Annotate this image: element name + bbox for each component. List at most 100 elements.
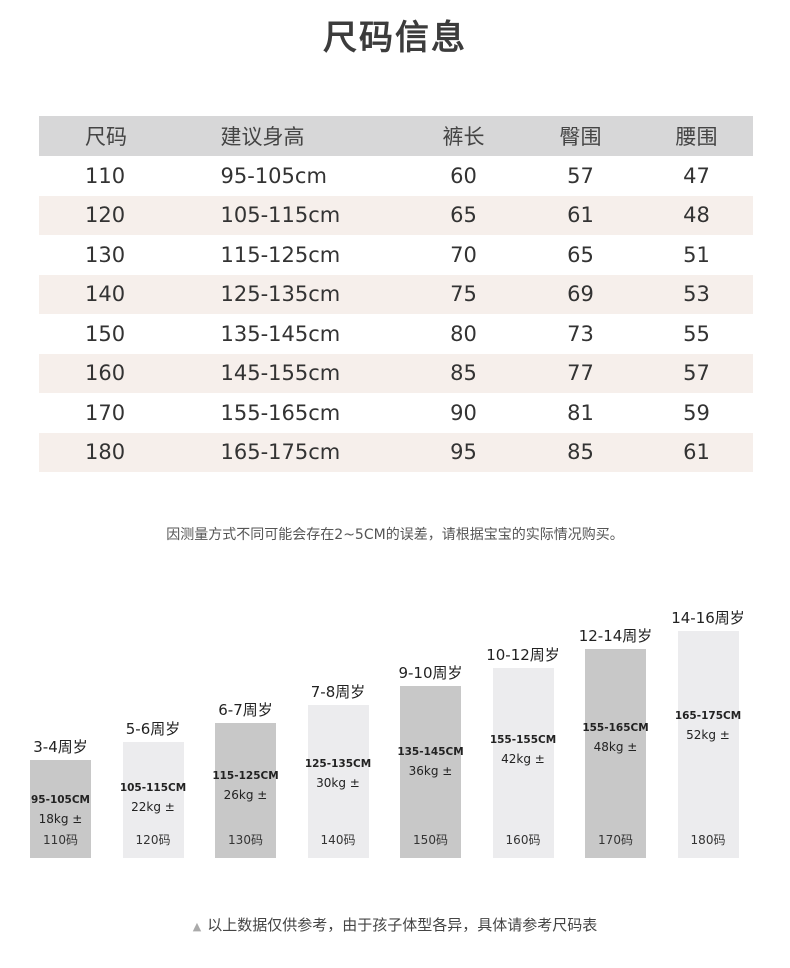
bar-height-label: 115-125CM [212, 770, 279, 783]
bar-weight-label: 22kg ± [131, 800, 175, 815]
bar-weight-label: 42kg ± [501, 752, 545, 767]
col-header-pants-length: 裤长 [406, 116, 522, 156]
table-row: 150 135-145cm 80 73 55 [39, 314, 753, 354]
cell-height: 155-165cm [220, 400, 341, 425]
table-row: 120 105-115cm 65 61 48 [39, 195, 753, 235]
cell-hip: 61 [521, 195, 641, 235]
bar-age-label: 9-10周岁 [398, 664, 463, 682]
cell-waist: 48 [640, 195, 753, 235]
size-age-chart: 95-105CM 18kg ± 110码 3-4周岁 105-115CM 22kg ± 12… [0, 580, 790, 870]
cell-hip: 69 [521, 274, 641, 314]
chart-bar: 95-105CM 18kg ± 110码 [30, 760, 91, 858]
cell-height: 145-155cm [220, 353, 407, 393]
cell-height: 115-125cm [220, 242, 341, 267]
bar-weight-label: 52kg ± [686, 728, 730, 743]
bar-weight-label: 26kg ± [223, 788, 268, 803]
size-table: 尺码 建议身高 裤长 臀围 腰围 110 95-105cm 60 57 47 120 105… [39, 116, 753, 472]
cell-hip: 85 [521, 432, 641, 472]
bar-weight-label: 36kg ± [408, 764, 453, 779]
chart-bar: 155-155CM 42kg ± 160码 [490, 667, 556, 858]
triangle-icon: ▲ [192, 920, 202, 933]
cell-waist: 57 [640, 353, 753, 393]
cell-size: 120 [39, 195, 221, 235]
bar-age-label: 6-7周岁 [218, 701, 273, 719]
cell-hip: 81 [567, 400, 594, 425]
col-header-height: 建议身高 [220, 116, 407, 156]
bar-height-label: 125-135CM [304, 758, 372, 771]
bar-weight-label: 48kg ± [593, 740, 638, 755]
cell-waist: 59 [683, 400, 710, 425]
chart-bar: 125-135CM 30kg ± 140码 [305, 704, 371, 858]
footer-note: ▲ 以上数据仅供参考，由于孩子体型各异，具体请参考尺码表 [0, 914, 790, 935]
cell-waist: 61 [640, 432, 753, 472]
cell-pants-length: 65 [406, 195, 522, 235]
page-title: 尺码信息 [323, 18, 467, 58]
cell-size: 140 [39, 274, 221, 314]
chart-bar: 115-125CM 26kg ± 130码 [212, 723, 279, 858]
footer-text: 以上数据仅供参考，由于孩子体型各异，具体请参考尺码表 [207, 916, 598, 934]
cell-pants-length: 70 [450, 242, 477, 267]
table-row: 110 95-105cm 60 57 47 [39, 156, 753, 196]
cell-pants-length: 75 [406, 274, 522, 314]
bar-size-label: 150码 [413, 833, 448, 847]
table-row: 180 165-175cm 95 85 61 [39, 432, 753, 472]
bar-weight-label: 30kg ± [316, 776, 360, 791]
table-row: 160 145-155cm 85 77 57 [39, 353, 753, 393]
bar-height-label: 165-175CM [674, 710, 742, 723]
bar-age-label: 10-12周岁 [486, 645, 560, 664]
bar-height-label: 95-105CM [30, 794, 91, 807]
cell-height: 135-145cm [220, 321, 341, 346]
bar-height-label: 155-165CM [582, 722, 649, 735]
cell-size: 130 [85, 242, 126, 267]
cell-waist: 55 [683, 321, 710, 346]
bar-height-label: 105-115CM [119, 782, 187, 795]
col-header-waist: 腰围 [640, 116, 753, 156]
bar-age-label: 3-4周岁 [33, 738, 88, 756]
bar-age-label: 7-8周岁 [310, 682, 366, 701]
col-header-size: 尺码 [39, 116, 221, 156]
bar-size-label: 130码 [228, 833, 263, 847]
cell-height: 95-105cm [220, 163, 327, 188]
cell-size: 160 [39, 353, 221, 393]
bar-size-label: 140码 [320, 833, 356, 847]
table-row: 140 125-135cm 75 69 53 [39, 274, 753, 314]
bar-size-label: 110码 [43, 833, 78, 847]
cell-waist: 51 [683, 242, 710, 267]
cell-pants-length: 90 [450, 400, 477, 425]
cell-size: 170 [85, 400, 126, 425]
cell-height: 165-175cm [220, 432, 407, 472]
cell-size: 110 [85, 163, 126, 188]
chart-bar: 105-115CM 22kg ± 120码 [120, 741, 186, 858]
bar-age-label: 14-16周岁 [671, 608, 745, 627]
table-header-row: 尺码 建议身高 裤长 臀围 腰围 [39, 116, 753, 156]
cell-hip: 73 [567, 321, 594, 346]
col-header-hip: 臀围 [521, 116, 641, 156]
cell-waist: 47 [683, 163, 710, 188]
cell-pants-length: 85 [406, 353, 522, 393]
bar-size-label: 160码 [505, 833, 541, 847]
bar-height-label: 135-145CM [397, 746, 464, 759]
bar-size-label: 170码 [598, 833, 633, 847]
chart-bar: 155-165CM 48kg ± 170码 [582, 649, 649, 858]
table-row: 130 115-125cm 70 65 51 [39, 235, 753, 275]
cell-waist: 53 [640, 274, 753, 314]
cell-pants-length: 80 [450, 321, 477, 346]
cell-pants-length: 60 [450, 163, 477, 188]
cell-hip: 57 [567, 163, 594, 188]
cell-pants-length: 95 [406, 432, 522, 472]
cell-height: 125-135cm [220, 274, 407, 314]
bar-size-label: 180码 [690, 833, 726, 847]
measurement-note: 因测量方式不同可能会存在2~5CM的误差，请根据宝宝的实际情况购买。 [166, 527, 624, 543]
bar-weight-label: 18kg ± [38, 812, 83, 827]
bar-height-label: 155-155CM [489, 734, 557, 747]
cell-hip: 77 [521, 353, 641, 393]
chart-bar: 165-175CM 52kg ± 180码 [675, 630, 741, 858]
cell-hip: 65 [567, 242, 594, 267]
bar-size-label: 120码 [135, 833, 171, 847]
bar-age-label: 12-14周岁 [578, 627, 653, 645]
cell-size: 150 [85, 321, 126, 346]
table-row: 170 155-165cm 90 81 59 [39, 393, 753, 433]
cell-size: 180 [39, 432, 221, 472]
chart-bar: 135-145CM 36kg ± 150码 [397, 686, 464, 858]
cell-height: 105-115cm [220, 195, 407, 235]
